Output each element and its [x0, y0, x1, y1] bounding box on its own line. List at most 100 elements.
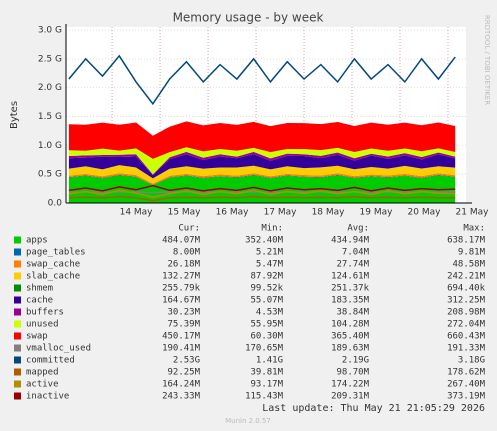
x-tick-label: 16 May — [216, 208, 250, 218]
legend-swatch — [14, 356, 21, 364]
y-tick-label: 2.5 G — [38, 54, 62, 64]
line — [68, 195, 456, 202]
legend-stat: 99.52k — [250, 284, 283, 294]
legend-stat: 115.43M — [245, 392, 284, 402]
legend-stat: 208.98M — [447, 308, 486, 318]
legend-stat: 30.23M — [167, 308, 200, 318]
legend-label: swap_cache — [26, 260, 80, 270]
legend-label: slab_cache — [26, 272, 80, 282]
y-tick-label: 2.0 G — [38, 83, 62, 93]
legend-stat: 2.19G — [342, 356, 369, 366]
area — [68, 121, 456, 159]
area — [68, 165, 456, 184]
legend-stat: 174.22M — [331, 380, 370, 390]
legend-label: vmalloc_used — [26, 344, 91, 354]
area — [68, 147, 456, 175]
legend-swatch — [14, 368, 21, 376]
legend-stat: 352.40M — [245, 236, 284, 246]
legend-swatch — [14, 296, 21, 304]
y-tick-label: 0.0 — [48, 199, 63, 209]
legend-swatch — [14, 284, 21, 292]
y-tick-label: 1.5 G — [38, 112, 62, 122]
legend-stat: 1.41G — [256, 356, 283, 366]
x-tick-label: 17 May — [264, 208, 298, 218]
line — [68, 189, 456, 199]
legend-stat: 39.81M — [250, 368, 283, 378]
legend-stat: 251.37k — [331, 284, 370, 294]
legend-stat: 55.95M — [250, 320, 283, 330]
legend-stat: 170.65M — [245, 344, 284, 354]
legend-label: mapped — [26, 368, 59, 378]
legend-column-header: Avg: — [347, 224, 369, 234]
legend-stat: 191.33M — [447, 344, 486, 354]
legend-label: inactive — [26, 392, 69, 402]
area — [68, 173, 456, 185]
legend-stat: 5.21M — [256, 248, 284, 258]
legend-stat: 373.19M — [447, 392, 486, 402]
line — [68, 184, 456, 192]
x-tick-label: 15 May — [168, 208, 202, 218]
legend-swatch — [14, 392, 21, 400]
legend-stat: 55.07M — [250, 296, 283, 306]
y-axis-label: Bytes — [9, 101, 20, 129]
legend-stat: 189.63M — [331, 344, 370, 354]
legend-stat: 267.40M — [447, 380, 486, 390]
x-tick-label: 18 May — [312, 208, 346, 218]
legend-stat: 190.41M — [162, 344, 201, 354]
legend-stat: 8.00M — [173, 248, 201, 258]
legend-stat: 75.39M — [167, 320, 200, 330]
line — [68, 54, 456, 106]
side-note: RRDTOOL / TOBI OETIKER — [483, 15, 491, 105]
legend-stat: 434.94M — [331, 236, 370, 246]
area — [68, 174, 456, 186]
legend-stat: 164.24M — [162, 380, 201, 390]
legend-stat: 4.53M — [256, 308, 284, 318]
legend-stat: 87.92M — [250, 272, 283, 282]
legend-stat: 132.27M — [162, 272, 201, 282]
legend-swatch — [14, 320, 21, 328]
legend-stat: 255.79k — [162, 284, 201, 294]
legend-column-header: Max: — [463, 224, 485, 234]
legend-stat: 242.21M — [447, 272, 486, 282]
legend-stat: 48.58M — [452, 260, 485, 270]
legend-column-header: Min: — [261, 224, 283, 234]
legend-stat: 104.28M — [331, 320, 370, 330]
version: Munin 2.0.57 — [225, 417, 271, 425]
legend-stat: 26.18M — [167, 260, 200, 270]
legend-stat: 209.31M — [331, 392, 370, 402]
x-tick-label: 20 May — [408, 208, 442, 218]
legend-stat: 164.67M — [162, 296, 201, 306]
legend-stat: 638.17M — [447, 236, 486, 246]
legend-stat: 365.40M — [331, 332, 370, 342]
legend-label: cache — [26, 296, 53, 306]
legend-stat: 7.04M — [342, 248, 370, 258]
footer: Last update: Thu May 21 21:05:29 2026 — [262, 403, 485, 414]
legend-stat: 124.61M — [331, 272, 370, 282]
legend-stat: 272.04M — [447, 320, 486, 330]
legend-swatch — [14, 272, 21, 280]
legend-label: apps — [26, 236, 48, 246]
chart-title: Memory usage - by week — [173, 11, 324, 25]
area — [68, 151, 456, 175]
y-tick-label: 0.5 G — [38, 170, 62, 180]
legend-stat: 694.40k — [447, 284, 486, 294]
x-tick-label: 19 May — [360, 208, 394, 218]
legend-stat: 484.07M — [162, 236, 201, 246]
area — [68, 154, 456, 179]
x-tick-label: 14 May — [120, 208, 154, 218]
legend-stat: 38.84M — [336, 308, 369, 318]
legend-stat: 450.17M — [162, 332, 201, 342]
legend-swatch — [14, 332, 21, 340]
legend-stat: 27.74M — [336, 260, 369, 270]
legend-stat: 312.25M — [447, 296, 486, 306]
legend-label: committed — [26, 356, 75, 366]
legend-swatch — [14, 248, 21, 256]
legend-swatch — [14, 308, 21, 316]
legend-swatch — [14, 236, 21, 244]
legend-stat: 92.25M — [167, 368, 200, 378]
legend-stat: 178.62M — [447, 368, 486, 378]
legend-stat: 660.43M — [447, 332, 486, 342]
legend-stat: 93.17M — [250, 380, 283, 390]
legend-stat: 2.53G — [173, 356, 200, 366]
